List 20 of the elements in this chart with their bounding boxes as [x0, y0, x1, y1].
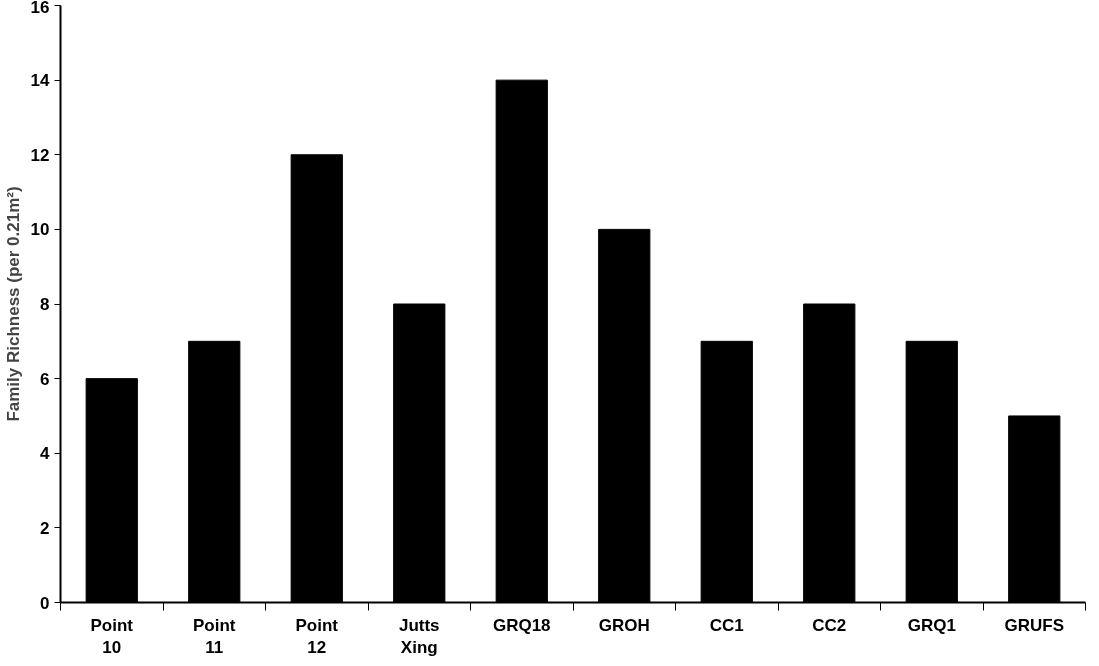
x-tick-label: Point 12	[295, 615, 339, 658]
x-tick-label: Point 10	[90, 615, 134, 658]
x-tick-label: Jutts Xing	[398, 615, 440, 658]
x-tick-label: CC1	[709, 615, 744, 635]
x-tick-label: CC2	[812, 615, 847, 635]
x-tick-label: GROH	[598, 615, 650, 635]
y-tick-label: 6	[40, 369, 50, 389]
x-tick-label: GRQ1	[907, 615, 956, 635]
x-tick-label: GRUFS	[1004, 615, 1064, 635]
y-tick-label: 10	[30, 220, 50, 240]
y-tick-label: 4	[40, 444, 51, 464]
y-tick-label: 0	[40, 593, 50, 613]
y-axis-title: Family Richness (per 0.21m²)	[3, 186, 23, 422]
y-tick-label: 2	[40, 518, 50, 538]
y-tick-label: 12	[30, 145, 50, 165]
y-tick-label: 16	[30, 0, 50, 17]
y-tick-label: 14	[30, 71, 51, 91]
x-tick-label: Point 11	[193, 615, 236, 658]
y-tick-label: 8	[40, 295, 50, 314]
x-tick-label: GRQ18	[492, 615, 551, 635]
